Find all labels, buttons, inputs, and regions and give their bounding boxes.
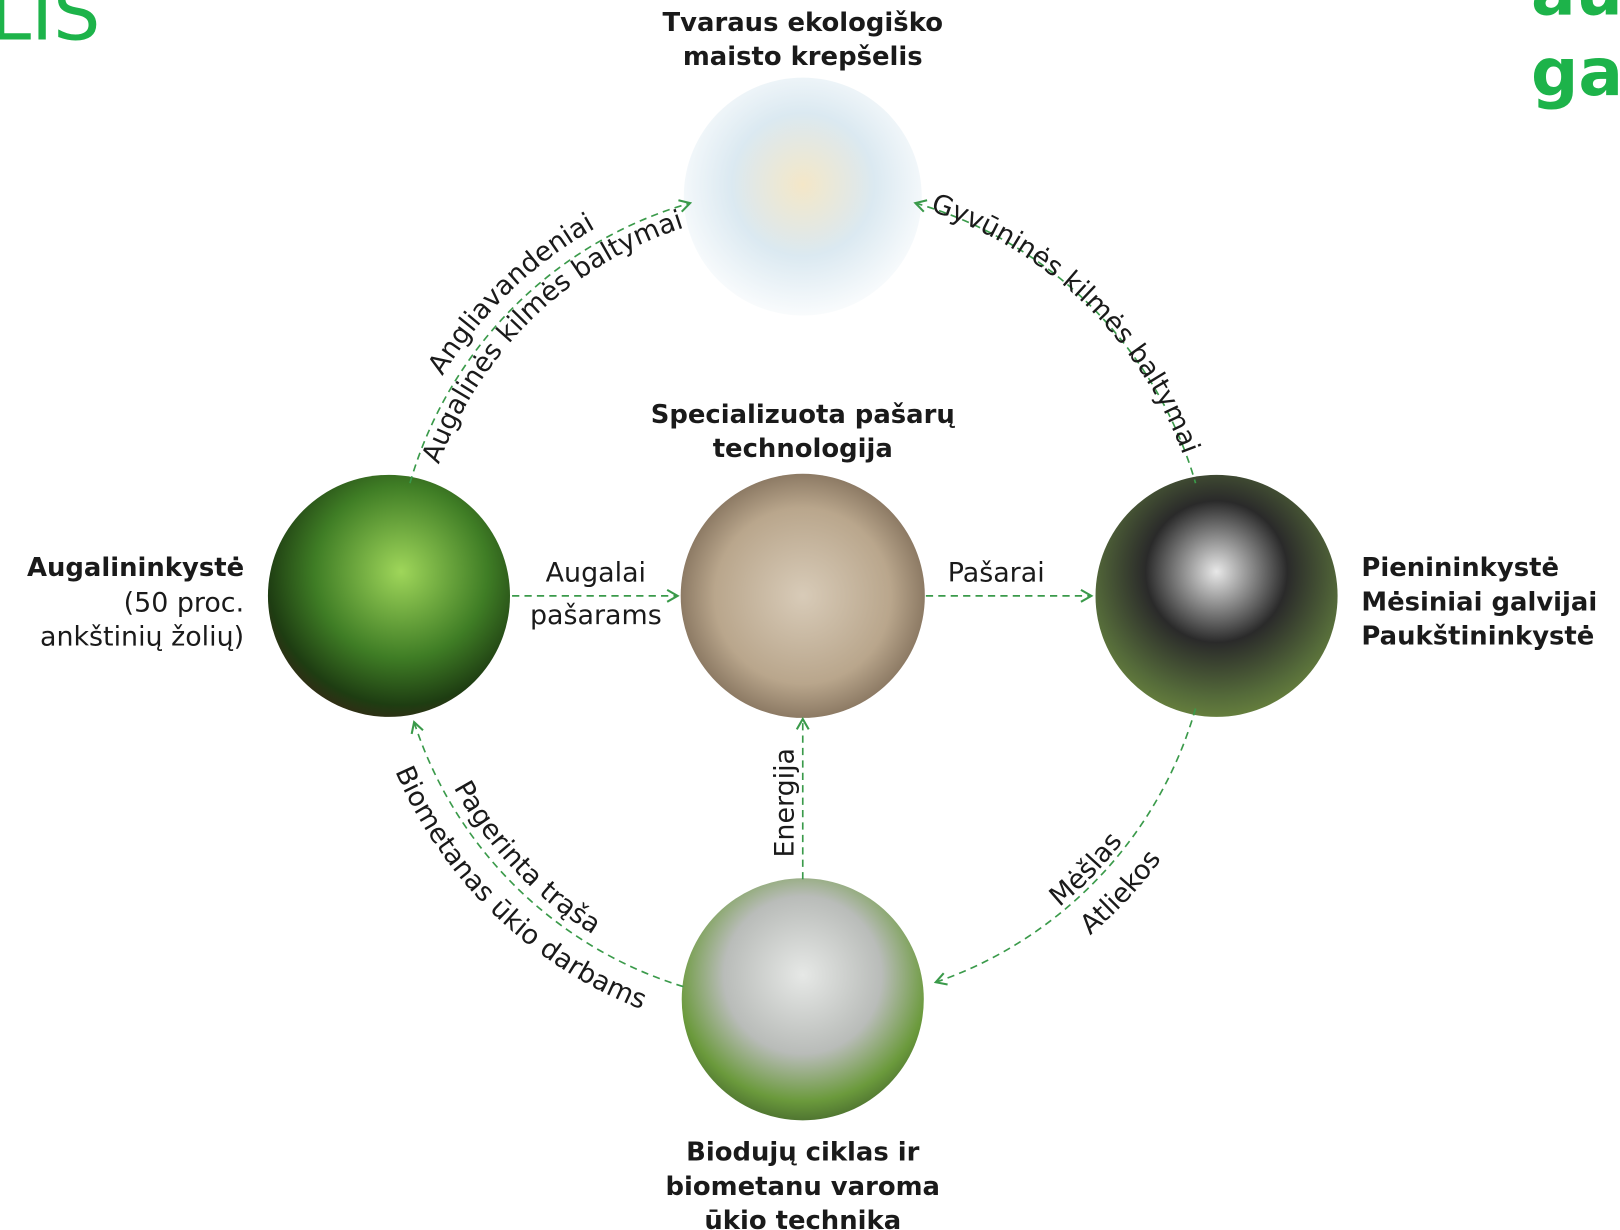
edge-label: Gyvūninės kilmės baltymai — [928, 188, 1206, 458]
node-image — [681, 474, 925, 718]
node-image — [268, 475, 510, 717]
node-label: maisto krepšelis — [683, 42, 923, 72]
edge-label: Angliavandeniai — [422, 207, 599, 380]
node-label: biometanu varoma — [666, 1172, 940, 1202]
edge-label-path: Biometanas ūkio darbams — [389, 761, 651, 1016]
logo-line: ga — [1531, 34, 1620, 111]
diagram: LIS au ga AngliavandeniaiAugalinės kilmė… — [0, 0, 1620, 1230]
node-label: technologija — [713, 434, 893, 464]
title-fragment: LIS — [0, 0, 100, 57]
node-image — [684, 78, 922, 316]
node-label: Augalininkystė — [27, 553, 244, 583]
node-label: Pienininkystė — [1361, 553, 1559, 583]
edge-label: Pašarai — [948, 557, 1045, 588]
node-label: ankštinių žolių) — [40, 622, 244, 653]
logo-line: au — [1531, 0, 1620, 30]
edge-label: Augalai — [546, 557, 646, 588]
edge-label: Energija — [769, 748, 800, 858]
node-label: ūkio technika — [704, 1206, 901, 1230]
node-label: Paukštininkystė — [1361, 621, 1594, 651]
connector — [915, 203, 1195, 483]
node-label: Tvaraus ekologiško — [663, 8, 943, 38]
node-label: Mėsiniai galvijai — [1361, 587, 1597, 617]
page: LIS au ga AngliavandeniaiAugalinės kilmė… — [0, 0, 1620, 1230]
node-image — [682, 878, 924, 1120]
node-label: Specializuota pašarų — [651, 400, 956, 430]
connector — [936, 709, 1196, 983]
edge-label-path: Angliavandeniai — [422, 207, 599, 380]
edge-label: pašarams — [530, 600, 662, 631]
edge-label-path: Gyvūninės kilmės baltymai — [928, 188, 1206, 458]
node-label: (50 proc. — [124, 587, 245, 618]
node-label: Biodujų ciklas ir — [686, 1138, 919, 1168]
edge-label: Biometanas ūkio darbams — [389, 761, 651, 1016]
node-image — [1096, 475, 1338, 717]
